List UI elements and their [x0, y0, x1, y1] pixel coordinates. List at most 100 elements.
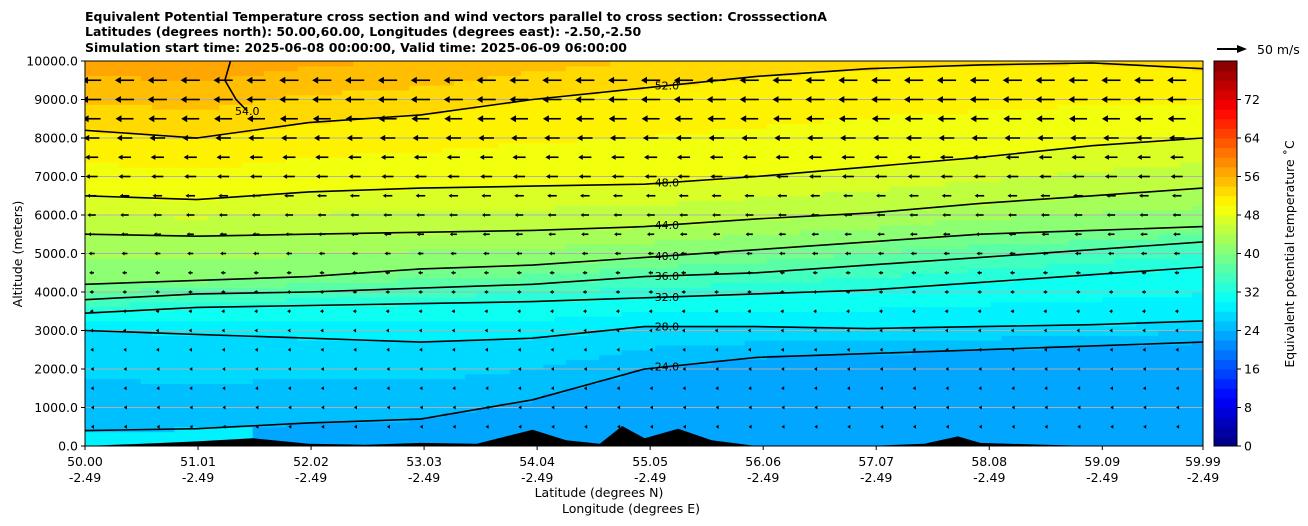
- field-cell: [576, 181, 589, 187]
- field-cell: [263, 296, 276, 303]
- field-cell: [286, 123, 299, 129]
- field-cell: [386, 215, 399, 221]
- field-cell: [688, 344, 701, 351]
- field-cell: [655, 292, 667, 298]
- field-cell: [364, 431, 377, 437]
- field-cell: [353, 272, 366, 279]
- field-cell: [766, 349, 779, 356]
- field-cell: [442, 426, 455, 433]
- field-cell: [677, 287, 690, 293]
- field-cell: [386, 436, 399, 442]
- field-cell: [509, 138, 522, 144]
- field-cell: [431, 219, 444, 226]
- field-cell: [163, 340, 176, 346]
- field-cell: [554, 373, 567, 380]
- field-cell: [666, 248, 679, 255]
- field-cell: [196, 426, 209, 433]
- field-cell: [353, 200, 366, 206]
- field-cell: [163, 388, 176, 394]
- field-cell: [766, 393, 779, 399]
- field-cell: [699, 354, 712, 360]
- field-cell: [297, 421, 310, 428]
- field-cell: [409, 219, 421, 226]
- field-cell: [599, 426, 612, 433]
- field-cell: [453, 354, 466, 360]
- field-cell: [644, 378, 656, 385]
- field-cell: [96, 133, 108, 139]
- field-cell: [532, 402, 544, 409]
- field-cell: [342, 195, 354, 202]
- field-cell: [778, 436, 790, 442]
- field-cell: [733, 330, 746, 336]
- field-cell: [554, 287, 567, 293]
- field-cell: [644, 258, 656, 264]
- field-cell: [487, 272, 500, 279]
- field-cell: [644, 248, 656, 255]
- field-cell: [610, 388, 623, 394]
- field-cell: [420, 171, 433, 178]
- field-cell: [644, 407, 656, 413]
- field-cell: [185, 248, 198, 255]
- field-cell: [263, 282, 276, 288]
- field-cell: [398, 287, 410, 293]
- field-cell: [420, 190, 433, 197]
- field-cell: [163, 258, 176, 264]
- field-cell: [308, 80, 321, 86]
- field-cell: [476, 70, 489, 77]
- field-cell: [185, 335, 198, 341]
- field-cell: [375, 99, 388, 105]
- field-cell: [163, 383, 176, 389]
- field-cell: [599, 287, 612, 293]
- field-cell: [610, 301, 623, 308]
- field-cell: [554, 109, 567, 115]
- field-cell: [207, 243, 220, 250]
- field-cell: [140, 123, 153, 129]
- field-cell: [286, 287, 299, 293]
- field-cell: [420, 431, 433, 437]
- field-cell: [263, 397, 276, 404]
- field-cell: [364, 176, 377, 182]
- field-cell: [599, 162, 612, 168]
- field-cell: [476, 109, 489, 115]
- field-cell: [431, 75, 444, 81]
- field-cell: [196, 412, 209, 418]
- field-cell: [152, 369, 164, 375]
- field-cell: [319, 171, 332, 178]
- field-cell: [286, 311, 299, 317]
- field-cell: [711, 287, 723, 293]
- field-cell: [286, 205, 299, 211]
- field-cell: [487, 402, 500, 409]
- field-cell: [398, 181, 410, 187]
- field-cell: [375, 162, 388, 168]
- field-cell: [755, 176, 768, 182]
- field-cell: [610, 335, 623, 341]
- field-cell: [453, 412, 466, 418]
- field-cell: [655, 340, 667, 346]
- field-cell: [722, 407, 735, 413]
- field-cell: [319, 215, 332, 221]
- field-cell: [677, 277, 690, 283]
- field-cell: [655, 393, 667, 399]
- field-cell: [576, 142, 589, 149]
- field-cell: [632, 109, 645, 115]
- field-cell: [85, 301, 97, 308]
- field-cell: [498, 373, 511, 380]
- field-cell: [476, 176, 489, 182]
- field-cell: [152, 378, 164, 385]
- field-cell: [666, 316, 679, 322]
- field-cell: [498, 344, 511, 351]
- field-cell: [733, 412, 746, 418]
- field-cell: [196, 282, 209, 288]
- field-cell: [140, 133, 153, 139]
- field-cell: [364, 152, 377, 158]
- field-cell: [230, 75, 243, 81]
- field-cell: [688, 75, 701, 81]
- field-cell: [543, 349, 556, 356]
- field-cell: [554, 378, 567, 385]
- field-cell: [330, 104, 343, 110]
- field-cell: [375, 407, 388, 413]
- field-cell: [297, 407, 310, 413]
- field-cell: [644, 65, 656, 72]
- field-cell: [275, 99, 287, 105]
- field-cell: [152, 253, 164, 259]
